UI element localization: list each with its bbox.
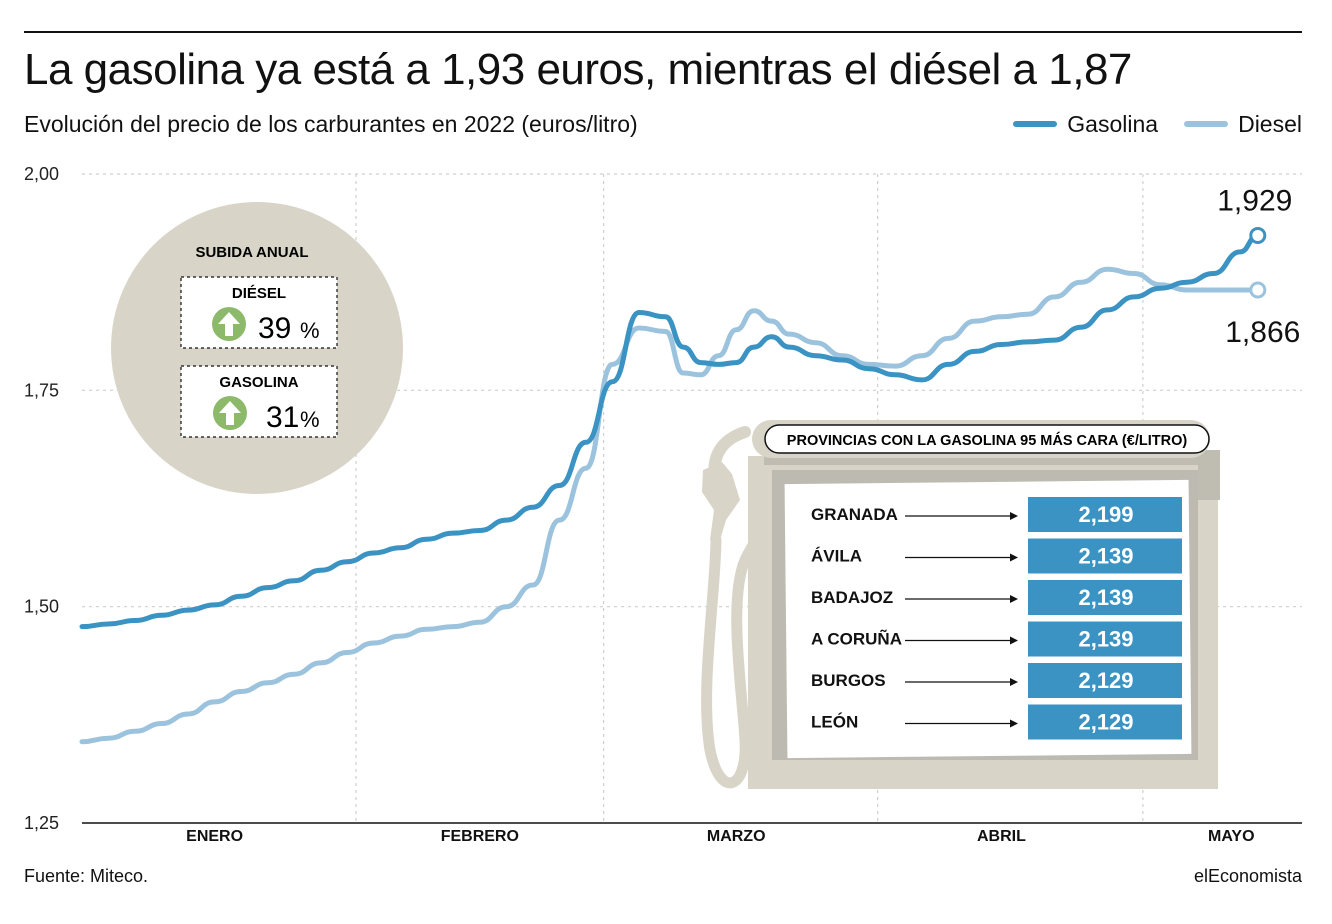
x-tick-label: ENERO	[186, 828, 243, 845]
rise-box-diesel	[180, 276, 338, 349]
provinces-title: PROVINCIAS CON LA GASOLINA 95 MÁS CARA (…	[787, 432, 1188, 449]
province-price-box	[1028, 497, 1182, 532]
y-tick-label: 1,25	[24, 813, 59, 833]
legend-label-gasolina: Gasolina	[1067, 110, 1159, 137]
legend-swatch-diesel	[1184, 121, 1229, 127]
province-price: 2,199	[1078, 502, 1133, 527]
chart-subtitle: Evolución del precio de los carburantes …	[24, 111, 638, 137]
y-tick-label: 1,50	[24, 597, 59, 617]
end-labels: 1,929 1,866	[1217, 184, 1300, 349]
provinces-title-pill	[764, 424, 1210, 454]
province-name: ÁVILA	[811, 547, 862, 566]
province-name: BADAJOZ	[811, 588, 893, 607]
rise-box-gasolina	[180, 365, 338, 438]
top-rule	[24, 31, 1302, 33]
end-marker-gasolina	[1249, 226, 1267, 244]
rise-value-diesel: 39	[258, 312, 291, 345]
province-price: 2,139	[1078, 585, 1133, 610]
arrow-up-icon	[213, 396, 247, 430]
rise-label-diesel: DIÉSEL	[232, 285, 286, 302]
province-name: GRANADA	[811, 505, 898, 524]
province-rows: GRANADA 2,199 ÁVILA 2,139 BADAJOZ 2,139 A CORU…	[811, 497, 1182, 740]
source-note: Fuente: Miteco.	[24, 866, 149, 886]
pump-hose	[701, 512, 782, 789]
arrow-right-icon	[1010, 553, 1018, 562]
series-line-diesel	[79, 266, 1261, 745]
arrow-right-icon	[1010, 719, 1018, 728]
legend-label-diesel: Diesel	[1238, 110, 1302, 137]
province-price-box	[1028, 621, 1182, 657]
arrow-right-icon	[1010, 678, 1018, 686]
brand-logo-text: elEconomista	[1193, 866, 1302, 886]
end-label-gasolina: 1,929	[1217, 184, 1292, 217]
legend-swatch-gasolina	[1013, 121, 1058, 127]
province-price: 2,139	[1078, 544, 1133, 569]
rise-value-gasolina: 31	[266, 401, 299, 434]
annual-rise-title: SUBIDA ANUAL	[195, 244, 308, 261]
rise-label-gasolina: GASOLINA	[219, 374, 298, 391]
chart-title: La gasolina ya está a 1,93 euros, mientr…	[24, 45, 1132, 94]
province-price: 2,129	[1078, 710, 1133, 735]
nozzle-icon	[702, 462, 740, 540]
x-tick-label: MAYO	[1208, 828, 1255, 845]
series-layer	[79, 232, 1261, 745]
series-line-gasolina	[79, 232, 1261, 630]
province-price-box	[1028, 663, 1182, 698]
end-label-diesel: 1,866	[1225, 316, 1300, 349]
x-tick-label: FEBRERO	[441, 828, 519, 845]
rise-unit-diesel: %	[300, 318, 320, 343]
x-tick-label: MARZO	[707, 828, 766, 845]
province-name: BURGOS	[811, 671, 886, 690]
arrow-right-icon	[1010, 512, 1018, 520]
rise-unit-gasolina: %	[300, 407, 320, 432]
province-price-box	[1028, 538, 1182, 574]
province-name: LEÓN	[811, 713, 858, 732]
legend-item-gasolina: Gasolina	[1013, 111, 1158, 138]
legend-item-diesel: Diesel	[1184, 111, 1302, 138]
legend: Gasolina Diesel	[987, 109, 1302, 139]
end-marker-diesel	[1249, 281, 1267, 299]
province-price: 2,139	[1078, 627, 1133, 652]
province-name: A CORUÑA	[811, 629, 902, 649]
province-price: 2,129	[1078, 668, 1133, 693]
province-price-box	[1028, 580, 1182, 615]
annual-rise-panel: SUBIDA ANUAL DIÉSEL 39 % GASOLINA 31 %	[111, 202, 403, 494]
arrow-right-icon	[1010, 595, 1018, 603]
y-tick-label: 2,00	[24, 164, 59, 184]
y-tick-label: 1,75	[24, 380, 59, 400]
arrow-right-icon	[1010, 636, 1018, 645]
province-price-box	[1028, 704, 1182, 740]
x-tick-label: ABRIL	[977, 828, 1026, 845]
arrow-up-icon	[212, 307, 246, 341]
